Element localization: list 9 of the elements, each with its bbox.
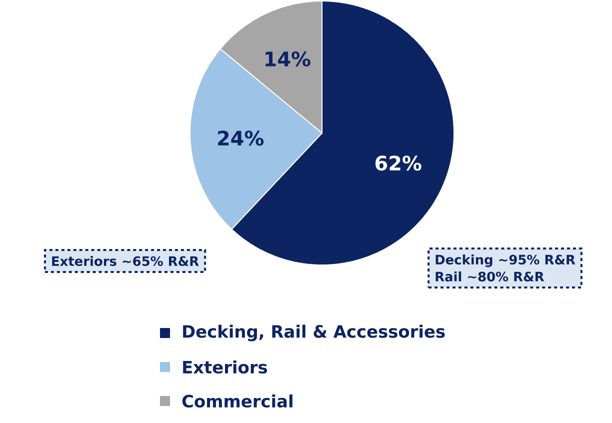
data-label: 24% xyxy=(218,130,264,146)
legend-label: Decking, Rail & Accessories xyxy=(183,324,445,342)
data-label: 14% xyxy=(266,51,310,66)
text: Exteriors ~65% R&R xyxy=(52,256,199,266)
text: Decking ~95% R&R xyxy=(436,254,576,268)
legend-label: Commercial xyxy=(182,394,292,408)
text: Rail ~80% R&R xyxy=(436,271,544,282)
data-label: 62% xyxy=(375,156,422,171)
legend-label: Exteriors xyxy=(183,360,268,374)
